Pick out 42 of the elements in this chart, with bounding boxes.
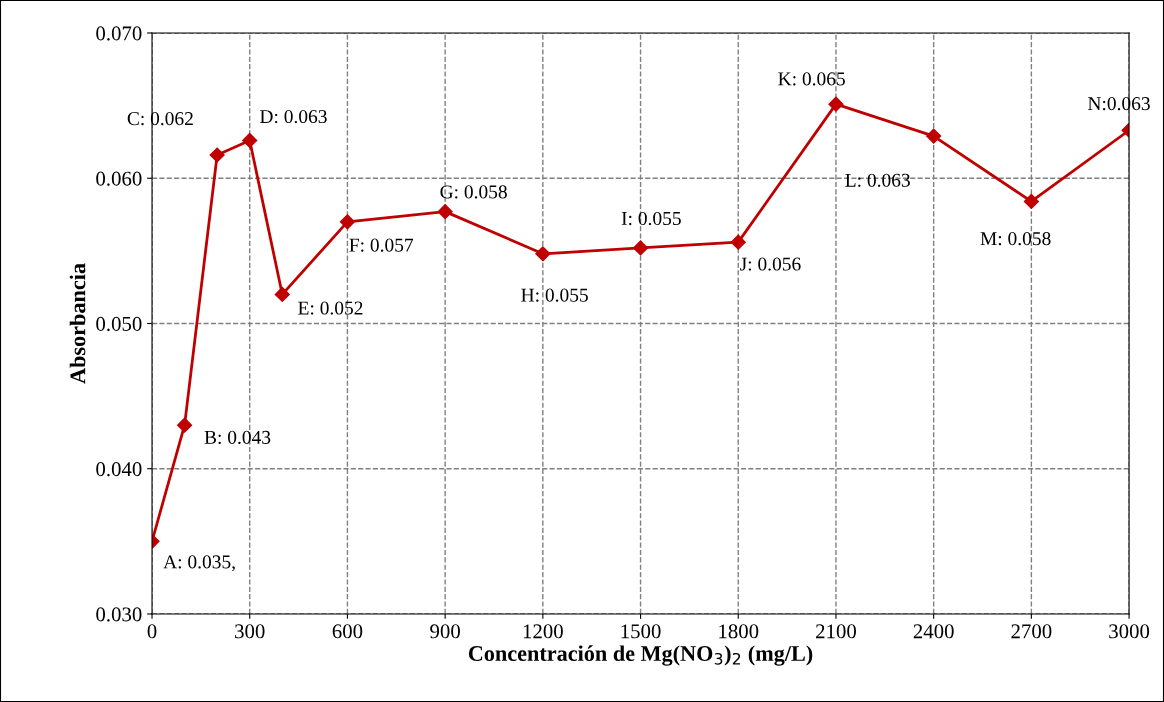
data-label: M: 0.058 xyxy=(980,232,1051,246)
point xyxy=(1023,193,1039,210)
point xyxy=(730,234,746,250)
y-tick-label: 0.050 xyxy=(96,316,142,332)
data-label: A: 0.035, xyxy=(163,555,235,572)
point xyxy=(242,132,258,149)
x-tick-label: 3000 xyxy=(1109,624,1150,639)
data-label: B: 0.043 xyxy=(204,430,271,444)
data-label: I: 0.055 xyxy=(621,211,681,226)
y-tick-label: 0.070 xyxy=(96,26,142,41)
data-label: L: 0.063 xyxy=(845,173,910,187)
x-tick-label: 1500 xyxy=(621,624,661,639)
x-tick-label: 2100 xyxy=(816,624,856,639)
point xyxy=(437,204,453,220)
x-tick-label: 900 xyxy=(430,624,460,639)
x-tick-label: 1200 xyxy=(523,624,563,639)
point xyxy=(339,214,356,230)
data-label: F: 0.057 xyxy=(349,238,414,252)
x-tick-label: 300 xyxy=(235,624,265,639)
data-label: E: 0.052 xyxy=(298,301,363,315)
x-tick-label: 1800 xyxy=(719,624,759,639)
data-label: J: 0.056 xyxy=(740,257,801,271)
y-axis-title: Absorbancia xyxy=(69,263,86,384)
point xyxy=(177,417,193,433)
y-tick-label: 0.060 xyxy=(96,171,142,186)
data-label: G: 0.058 xyxy=(440,185,507,199)
x-tick-label: 2700 xyxy=(1011,624,1052,639)
data-label: K: 0.065 xyxy=(778,72,845,86)
point xyxy=(828,96,844,112)
point xyxy=(926,128,942,144)
x-axis-title: Concentración de Mg(NO$_{3}$)$_{2}$ (mg/L) xyxy=(468,645,813,666)
y-tick-label: 0.040 xyxy=(96,462,142,477)
point xyxy=(632,240,649,256)
data-label: D: 0.063 xyxy=(260,110,327,124)
x-tick-label: 600 xyxy=(332,624,363,639)
point xyxy=(274,286,290,303)
point xyxy=(209,147,225,163)
point xyxy=(535,246,551,262)
x-tick-label: 2400 xyxy=(913,624,954,639)
data-label: H: 0.055 xyxy=(521,288,588,302)
y-tick-label: 0.030 xyxy=(96,607,142,622)
x-tick-label: 0 xyxy=(147,624,157,639)
